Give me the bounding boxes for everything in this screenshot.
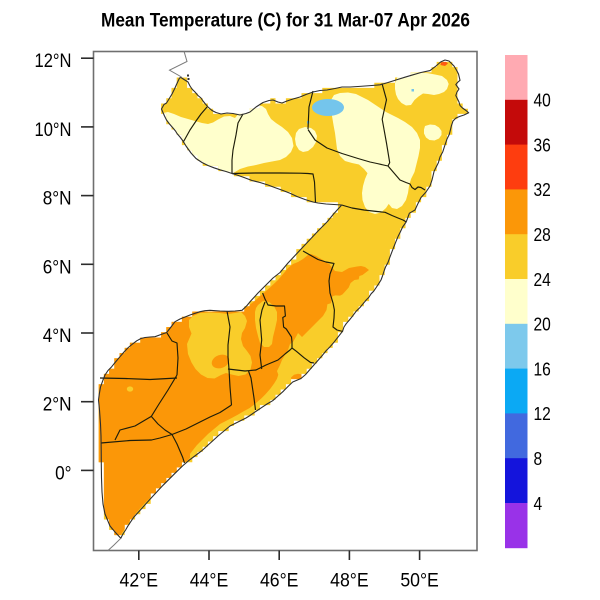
svg-text:28: 28 [534, 225, 551, 245]
svg-text:44°E: 44°E [190, 571, 229, 592]
svg-text:8°N: 8°N [43, 189, 72, 210]
svg-text:16: 16 [534, 359, 551, 379]
svg-text:40: 40 [534, 91, 551, 111]
svg-text:Mean Temperature (C) for 31 Ma: Mean Temperature (C) for 31 Mar-07 Apr 2… [101, 11, 470, 32]
svg-text:2°N: 2°N [43, 395, 72, 416]
svg-text:32: 32 [534, 180, 551, 200]
svg-text:10°N: 10°N [35, 120, 72, 141]
svg-text:0°: 0° [55, 463, 71, 484]
svg-text:20: 20 [534, 315, 551, 335]
svg-text:12°N: 12°N [35, 51, 72, 72]
svg-text:36: 36 [534, 135, 551, 155]
svg-text:4: 4 [534, 494, 543, 514]
svg-text:42°E: 42°E [120, 571, 159, 592]
svg-text:50°E: 50°E [400, 571, 439, 592]
svg-text:12: 12 [534, 404, 551, 424]
svg-text:48°E: 48°E [330, 571, 369, 592]
svg-text:6°N: 6°N [43, 257, 72, 278]
svg-text:8: 8 [534, 449, 543, 469]
svg-text:24: 24 [534, 270, 551, 290]
svg-text:46°E: 46°E [260, 571, 299, 592]
svg-text:4°N: 4°N [43, 326, 72, 347]
